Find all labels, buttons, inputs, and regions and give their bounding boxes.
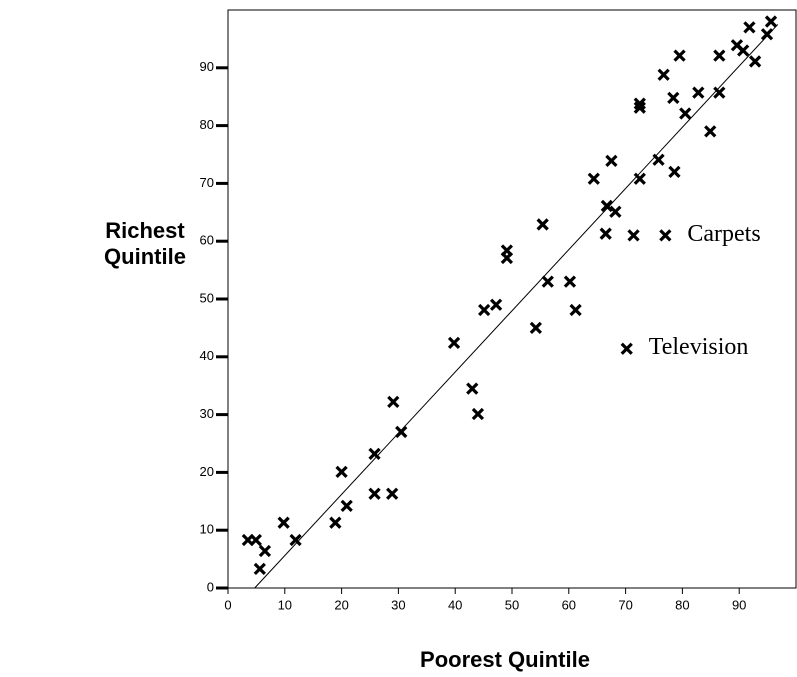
point [541,275,554,288]
point [748,55,762,68]
point [489,298,503,311]
point [605,154,618,167]
point [386,487,399,500]
annotation: Television [649,334,749,360]
point [633,101,646,114]
point [764,15,778,28]
x-tick-label: 70 [618,597,632,612]
point [609,205,622,218]
x-tick-label: 40 [448,597,462,612]
point [563,275,577,288]
point [466,382,479,395]
point [536,218,549,231]
point [657,68,670,81]
x-tick-label: 10 [278,597,292,612]
point [387,395,400,409]
point [340,499,353,513]
point [335,465,348,478]
point [277,516,290,529]
x-tick-label: 80 [675,597,689,612]
point [478,303,491,317]
point [668,165,681,178]
point [447,336,461,350]
point [471,407,485,421]
point [500,251,514,265]
y-tick-label: 20 [200,464,214,479]
y-tick-label: 50 [200,290,214,305]
point [569,303,582,317]
y-tick-label: 90 [200,59,214,74]
point [673,49,686,62]
y-tick-label: 70 [200,175,214,190]
point [692,86,705,99]
x-axis-label: Poorest Quintile [420,647,590,672]
point [368,487,381,500]
point [713,86,726,99]
fit-line [254,24,779,589]
point [329,516,342,529]
x-tick-label: 50 [505,597,519,612]
point [249,533,262,547]
point [289,533,302,547]
point [368,447,381,461]
point [737,44,750,57]
x-tick-label: 60 [562,597,576,612]
point [627,229,640,242]
point [587,172,600,185]
y-tick-label: 60 [200,233,214,248]
point [529,321,542,335]
x-tick-label: 30 [391,597,405,612]
point [395,425,408,439]
x-tick-label: 0 [224,597,231,612]
point [679,107,692,120]
y-tick-label: 0 [207,579,214,594]
point [633,172,646,185]
point [253,562,266,576]
x-tick-label: 20 [334,597,348,612]
point [743,21,756,34]
x-tick-label: 90 [732,597,746,612]
annotated-point [659,229,672,242]
point [600,199,613,213]
point [760,28,774,41]
y-axis-label: Richest Quintile [104,218,186,269]
y-tick-label: 10 [200,522,214,537]
point [704,125,717,138]
y-tick-label: 40 [200,348,214,363]
point [667,91,680,104]
annotation: Carpets [687,221,760,247]
y-tick-label: 30 [200,406,214,421]
point [713,49,726,62]
point [258,544,272,558]
y-tick-label: 80 [200,117,214,132]
annotated-point [620,342,633,355]
point [633,97,646,110]
point [599,227,612,240]
